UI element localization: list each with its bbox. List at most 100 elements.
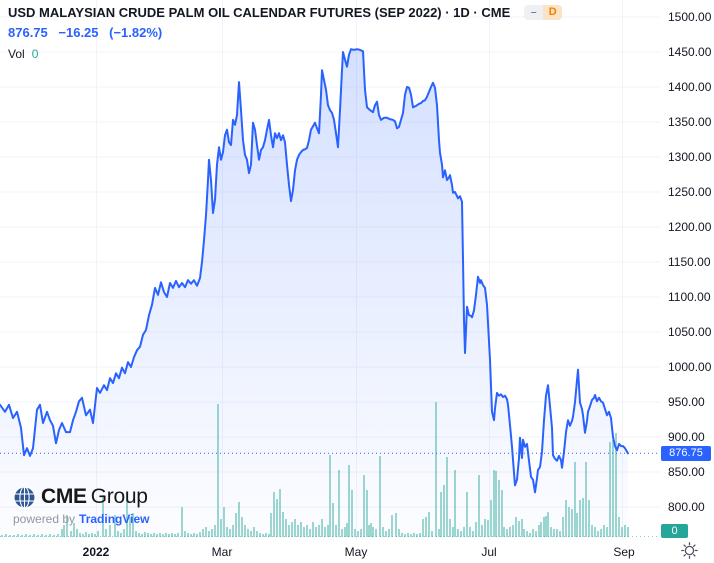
volume-bar [435,402,437,537]
volume-bar [579,500,581,537]
cme-logo-text-regular: Group [90,485,148,508]
y-axis-label: 850.00 [668,465,705,479]
cme-logo-text-bold: CME [41,485,87,508]
volume-bar [184,531,186,537]
volume-bar [120,533,122,537]
volume-bar [303,527,305,537]
volume-bar [503,527,505,537]
volume-bar [235,513,237,537]
volume-bar [91,533,93,537]
volume-bar [443,485,445,537]
volume-bar [440,492,442,537]
volume-bar [41,534,43,537]
volume-bar [37,535,39,537]
volume-bar [129,517,131,537]
volume-bar [294,519,296,537]
volume-bar [253,527,255,537]
volume-bar [315,527,317,537]
volume-bar [550,527,552,537]
volume-bar [425,517,427,537]
chart-settings-button[interactable] [679,540,699,560]
volume-bar [372,527,374,537]
volume-bar [288,525,290,537]
y-axis-label: 1350.00 [668,115,712,129]
volume-bar [25,534,27,537]
volume-bar [276,499,278,537]
volume-bar [600,529,602,537]
volume-bar [190,534,192,537]
dash-badge-icon: – [524,5,544,20]
volume-bar [612,440,614,537]
price-axis[interactable]: 1500.00 1450.00 1400.00 1350.00 1300.00 1250.… [662,0,714,540]
volume-bar [368,525,370,537]
volume-bar [419,533,421,537]
y-axis-label: 950.00 [668,395,705,409]
volume-bar [469,527,471,537]
volume-bar [85,532,87,537]
volume-bar [9,535,11,537]
volume-bar [238,502,240,537]
volume-bar [141,534,143,537]
volume-bar [63,525,65,537]
volume-bar [159,533,161,537]
volume-bar [529,533,531,537]
volume-bar [147,533,149,537]
volume-bar [478,475,480,537]
volume-bar [244,525,246,537]
volume-bar [223,507,225,537]
time-axis[interactable]: 2022 Mar May Jul Sep [0,540,714,563]
volume-bar [29,535,31,537]
volume-bar [306,525,308,537]
volume-bar [332,503,334,537]
volume-bar [490,500,492,537]
volume-bar [454,470,456,537]
volume-bar [114,515,116,537]
volume-bar [241,517,243,537]
volume-bar [452,527,454,537]
volume-bar [57,534,59,537]
volume-bar [506,529,508,537]
x-axis-label: 2022 [82,545,110,559]
volume-bar [109,525,111,537]
volume-bar [338,470,340,537]
x-axis-label: Sep [613,545,635,559]
volume-bar [512,525,514,537]
volume-bar [568,507,570,537]
volume-bar [501,490,503,537]
volume-bar [416,534,418,537]
volume-bar [379,456,381,537]
volume-bar [1,535,3,537]
volume-bar [571,509,573,537]
volume-bar [132,513,134,537]
tradingview-link[interactable]: TradingView [79,512,150,526]
interval-badge-group[interactable]: – D [524,5,563,20]
volume-bar [144,532,146,537]
volume-bar [297,525,299,537]
y-axis-label: 1150.00 [668,255,711,269]
symbol-title[interactable]: USD MALAYSIAN CRUDE PALM OIL CALENDAR FU… [8,5,511,20]
x-axis-label: Jul [481,545,497,559]
volume-bar [220,519,222,537]
cme-group-logo[interactable]: CME Group [13,485,150,509]
volume-bar [321,519,323,537]
last-price-value: 876.75 [8,25,48,40]
volume-bar [312,522,314,537]
volume-bar [354,529,356,537]
volume-bar [94,534,96,537]
volume-bar [309,529,311,537]
volume-bar [105,529,107,537]
volume-bar [126,499,128,537]
volume-bar [523,529,525,537]
volume-bar [535,531,537,537]
volume-bar [428,512,430,537]
volume-bar [385,531,387,537]
volume-bar [627,527,629,537]
volume-bar [162,534,164,537]
volume-bar [217,404,219,537]
volume-bar [165,533,167,537]
volume-bar [61,529,63,537]
volume-bar [591,525,593,537]
volume-bar [82,534,84,537]
